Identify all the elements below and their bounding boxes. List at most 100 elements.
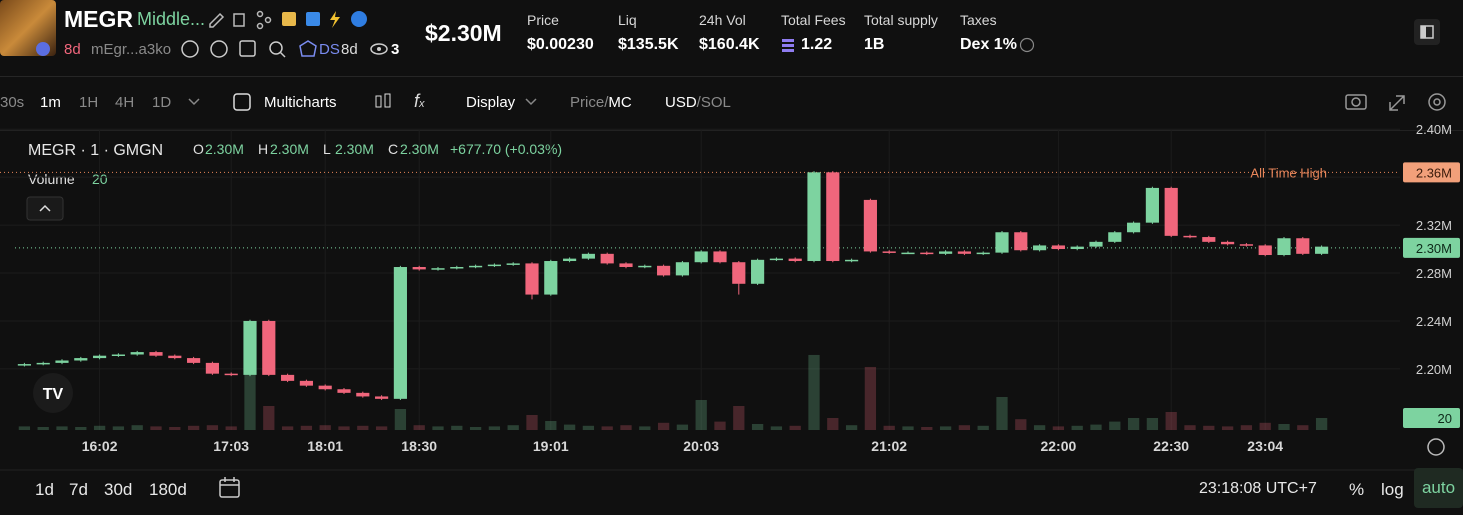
panel-toggle[interactable] [1413,18,1441,46]
usd-toggle[interactable]: USD [665,94,697,111]
log-toggle[interactable]: log [1381,480,1404,499]
coin-icon[interactable] [351,11,367,27]
range[interactable]: 7d [69,480,88,499]
ath-label: All Time High [1250,165,1327,180]
volume-bar [1259,422,1271,430]
stat-label: Total Fees [781,12,846,28]
volume-bar [1278,423,1290,430]
token-name[interactable]: Middle... [137,9,206,29]
interval[interactable]: 1D [152,94,172,111]
range[interactable]: 1d [35,480,54,499]
volume-bar [206,425,219,430]
stat-label: Price [527,12,559,28]
volume-bar [545,420,557,430]
ohlc-key: C [388,141,398,157]
stat-label: Liq [618,12,637,28]
ohlc-value: 2.30M [400,141,439,157]
interval[interactable]: 1H [79,94,99,111]
interval[interactable]: 4H [115,94,135,111]
symbol[interactable]: MEGR [64,6,133,32]
stat-value: 1.22 [801,36,833,53]
candle-body [563,258,577,262]
candle-body [807,172,821,262]
candle-body [450,267,464,269]
volume-bar [1127,417,1140,430]
x-tick-label: 19:01 [533,438,569,454]
candle-body [732,262,746,284]
volume-bar [469,426,482,430]
volume-bar [375,426,388,430]
toolbar-icons [188,93,391,111]
range[interactable]: 30d [104,480,133,499]
candle-body [243,320,257,375]
svg-text:TV: TV [43,386,64,403]
x-tick-label: 22:00 [1040,438,1076,454]
volume-bar [1146,417,1159,430]
candle-body [74,358,88,361]
candle-body [93,355,107,359]
sol-toggle[interactable]: SOL [700,94,731,111]
volume-label: Volume [28,171,75,187]
candle-body [525,263,539,295]
team-icon[interactable] [282,12,296,26]
candle-body [356,392,370,397]
chain-icon [36,42,50,56]
volume-bar [451,425,463,430]
range[interactable]: 180d [149,480,187,499]
volume-bar [319,425,331,430]
stat-value: Dex 1% [960,36,1017,53]
multicharts[interactable]: Multicharts [264,94,337,111]
ath-tag: 2.36M [1416,165,1452,180]
volume-bar [1240,425,1253,430]
copy-icon[interactable] [233,13,245,27]
x-tick-label: 18:30 [401,438,437,454]
candle-body [262,320,276,375]
indicator-icon[interactable]: fx [414,91,425,111]
price-toggle[interactable]: Price [570,94,605,111]
candle-body [1127,222,1141,233]
y-tick-label: 2.28M [1416,266,1452,281]
candle-body [393,267,407,399]
candle-body [469,265,483,268]
ds-label[interactable]: DS [319,41,340,58]
tv-logo[interactable] [33,373,73,413]
candle-body [1258,245,1272,256]
volume-bar [939,426,952,430]
market-cap: $2.30M [425,20,502,46]
eye-icon [370,43,388,55]
separator: / [604,94,609,111]
clock: 23:18:08 UTC+7 [1199,480,1317,497]
candle-body [920,252,934,255]
help-icon[interactable] [1019,37,1035,53]
volume-bar [864,366,877,430]
separator: / [696,94,701,111]
ath-tag-bg [1403,162,1460,183]
interval[interactable]: 30s [0,94,25,111]
candle-body [1145,187,1159,223]
bolt-icon[interactable] [330,11,340,28]
y-tick-label: 2.40M [1416,122,1452,137]
candle-body [581,253,595,259]
collapse-button[interactable] [26,196,64,221]
checkbox[interactable] [233,93,251,111]
telegram-icon[interactable] [306,12,320,26]
candle-body [1108,232,1122,242]
address[interactable]: mEgr...a3ko [91,41,172,58]
candle-body [281,374,295,381]
calendar-icon[interactable] [218,476,242,500]
volume-bar [714,421,726,430]
mc-toggle[interactable]: MC [608,94,632,111]
volume-bar [1221,426,1234,430]
auto-toggle[interactable]: auto [1414,468,1463,508]
volume-bar [996,396,1008,430]
ohlc-value: 2.30M [335,141,374,157]
edit-icon[interactable] [209,12,225,28]
axis-settings[interactable] [1427,438,1445,456]
display[interactable]: Display [466,94,516,111]
candle-body [1277,238,1291,256]
percent-toggle[interactable]: % [1349,480,1365,499]
volume-bar [507,425,519,430]
interval-active[interactable]: 1m [40,94,61,111]
